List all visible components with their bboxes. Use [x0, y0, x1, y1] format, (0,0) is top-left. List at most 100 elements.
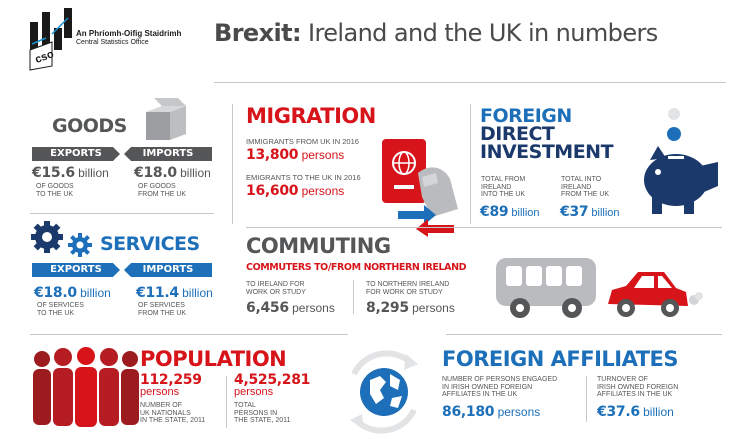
left-column-divider [232, 104, 233, 224]
total-persons-desc-line: TOTAL [234, 402, 256, 409]
affiliates-turnover-number: €37.6 [597, 404, 640, 420]
fdi-into-value: €37 billion [560, 203, 620, 221]
affiliates-divider [586, 376, 587, 422]
commute-to-ireland-label-line: WORK OR STUDY [246, 288, 306, 296]
services-exports-unit: billion [76, 286, 111, 300]
fdi-title-line: INVESTMENT [480, 141, 614, 163]
top-mid-divider [246, 227, 722, 228]
goods-services-divider [30, 213, 214, 214]
total-persons-desc: TOTAL PERSONS IN THE STATE, 2011 [234, 402, 290, 425]
immigrants-value: 13,800 persons [246, 146, 344, 164]
affiliates-persons-number: 86,180 [442, 404, 495, 420]
migration-title: MIGRATION [246, 104, 376, 128]
commute-to-ni-unit: persons [408, 301, 455, 315]
box-icon [140, 98, 192, 142]
fdi-into-label-line: TOTAL INTO [561, 176, 602, 183]
uk-nationals-value: 112,259 persons [140, 372, 202, 398]
goods-exports-number: €15.6 [32, 165, 75, 181]
page-title: Brexit: Ireland and the UK in numbers [214, 19, 658, 47]
fdi-from-label-line: TOTAL FROM [481, 176, 526, 183]
uk-nationals-desc-line: UK NATIONALS [140, 409, 191, 417]
goods-imports-unit: billion [176, 166, 211, 180]
goods-imports-desc-line: FROM THE UK [138, 190, 187, 198]
fdi-title: FOREIGN DIRECT INVESTMENT [480, 107, 614, 163]
commuting-divider [353, 280, 354, 314]
affiliates-turnover-value: €37.6 billion [597, 403, 674, 421]
commute-to-ni-label: TO NORTHERN IRELAND FOR WORK OR STUDY [366, 281, 449, 296]
cso-logo: cso [28, 6, 74, 72]
emigrants-number: 16,600 [246, 183, 299, 199]
affiliates-persons-value: 86,180 persons [442, 403, 540, 421]
people-icon [30, 347, 142, 427]
commute-to-ni-value: 8,295 persons [366, 299, 455, 317]
gears-icon [30, 219, 100, 257]
emigrants-value: 16,600 persons [246, 182, 344, 200]
goods-exports-tag: EXPORTS [32, 147, 120, 161]
fdi-title-line: DIRECT [480, 123, 555, 145]
emigrants-label: EMIGRANTS TO THE UK IN 2016 [246, 173, 361, 182]
commute-to-ireland-label-line: TO IRELAND FOR [246, 281, 305, 288]
fdi-into-label: TOTAL INTO IRELAND FROM THE UK [561, 176, 609, 199]
passport-icon [378, 133, 464, 237]
services-exports-value: €18.0 billion [34, 284, 111, 302]
commute-to-ireland-value: 6,456 persons [246, 299, 335, 317]
services-imports-desc-line: OF SERVICES [138, 302, 185, 309]
uk-nationals-number: 112,259 [140, 372, 202, 388]
uk-nationals-desc-line: IN THE STATE, 2011 [140, 417, 206, 424]
total-persons-desc-line: THE STATE, 2011 [234, 417, 291, 424]
affiliates-turnover-label-line: IRISH OWNED FOREIGN [597, 383, 679, 391]
immigrants-unit: persons [298, 148, 345, 162]
services-imports-unit: billion [178, 286, 213, 300]
commute-to-ireland-label: TO IRELAND FOR WORK OR STUDY [246, 281, 306, 296]
page-title-bold: Brexit: [214, 19, 302, 47]
services-exports-tag: EXPORTS [32, 263, 120, 277]
org-name-irish: An Phríomh-Oifig Staidrimh [76, 29, 182, 38]
total-persons-unit: persons [234, 386, 274, 398]
goods-exports-desc-line: OF GOODS [36, 183, 74, 190]
goods-imports-desc: OF GOODS FROM THE UK [138, 183, 186, 198]
fdi-into-number: €37 [560, 204, 589, 220]
total-persons-number: 4,525,281 [234, 372, 311, 388]
uk-nationals-desc-line: NUMBER OF [140, 402, 182, 409]
commuting-bottom-divider-right [446, 334, 722, 335]
uk-nationals-unit: persons [140, 386, 180, 398]
header-divider [214, 82, 726, 83]
fdi-into-label-line: FROM THE UK [561, 191, 610, 198]
affiliates-turnover-label-line: AFFILIATES IN THE UK [597, 391, 673, 398]
car-icon [604, 266, 704, 322]
services-imports-desc: OF SERVICES FROM THE UK [138, 302, 186, 317]
commuting-subtitle: COMMUTERS TO/FROM NORTHERN IRELAND [246, 262, 467, 273]
affiliates-title: FOREIGN AFFILIATES [442, 347, 679, 371]
services-imports-value: €11.4 billion [136, 284, 213, 302]
total-persons-value: 4,525,281 persons [234, 372, 311, 398]
commute-to-ni-label-line: FOR WORK OR STUDY [366, 288, 443, 296]
goods-imports-desc-line: OF GOODS [138, 183, 176, 190]
commute-to-ni-number: 8,295 [366, 300, 409, 316]
services-imports-number: €11.4 [136, 285, 179, 301]
fdi-from-value: €89 billion [480, 203, 540, 221]
goods-imports-value: €18.0 billion [134, 164, 211, 182]
goods-imports-number: €18.0 [134, 165, 177, 181]
affiliates-turnover-label: TURNOVER OF IRISH OWNED FOREIGN AFFILIAT… [597, 376, 678, 399]
commute-to-ni-label-line: TO NORTHERN IRELAND [366, 281, 450, 288]
globe-icon [340, 350, 428, 434]
services-exports-desc-line: OF SERVICES [37, 302, 84, 309]
goods-title: GOODS [52, 115, 127, 137]
migration-fdi-divider [470, 104, 471, 224]
services-exports-desc: OF SERVICES TO THE UK [37, 302, 84, 317]
immigrants-label: IMMIGRANTS FROM UK IN 2016 [246, 137, 359, 146]
bus-icon [494, 256, 600, 320]
goods-exports-unit: billion [74, 166, 109, 180]
affiliates-persons-label: NUMBER OF PERSONS ENGAGED IN IRISH OWNED… [442, 376, 557, 399]
fdi-from-label: TOTAL FROM IRELAND INTO THE UK [481, 176, 525, 199]
goods-exports-value: €15.6 billion [32, 164, 109, 182]
affiliates-persons-unit: persons [494, 405, 541, 419]
affiliates-persons-label-line: IN IRISH OWNED FOREIGN [442, 383, 533, 391]
population-divider [226, 376, 227, 428]
services-title: SERVICES [100, 233, 200, 255]
page-title-rest: Ireland and the UK in numbers [300, 19, 658, 47]
emigrants-unit: persons [298, 184, 345, 198]
immigrants-number: 13,800 [246, 147, 299, 163]
goods-exports-desc: OF GOODS TO THE UK [36, 183, 74, 198]
commuting-title: COMMUTING [246, 234, 391, 258]
